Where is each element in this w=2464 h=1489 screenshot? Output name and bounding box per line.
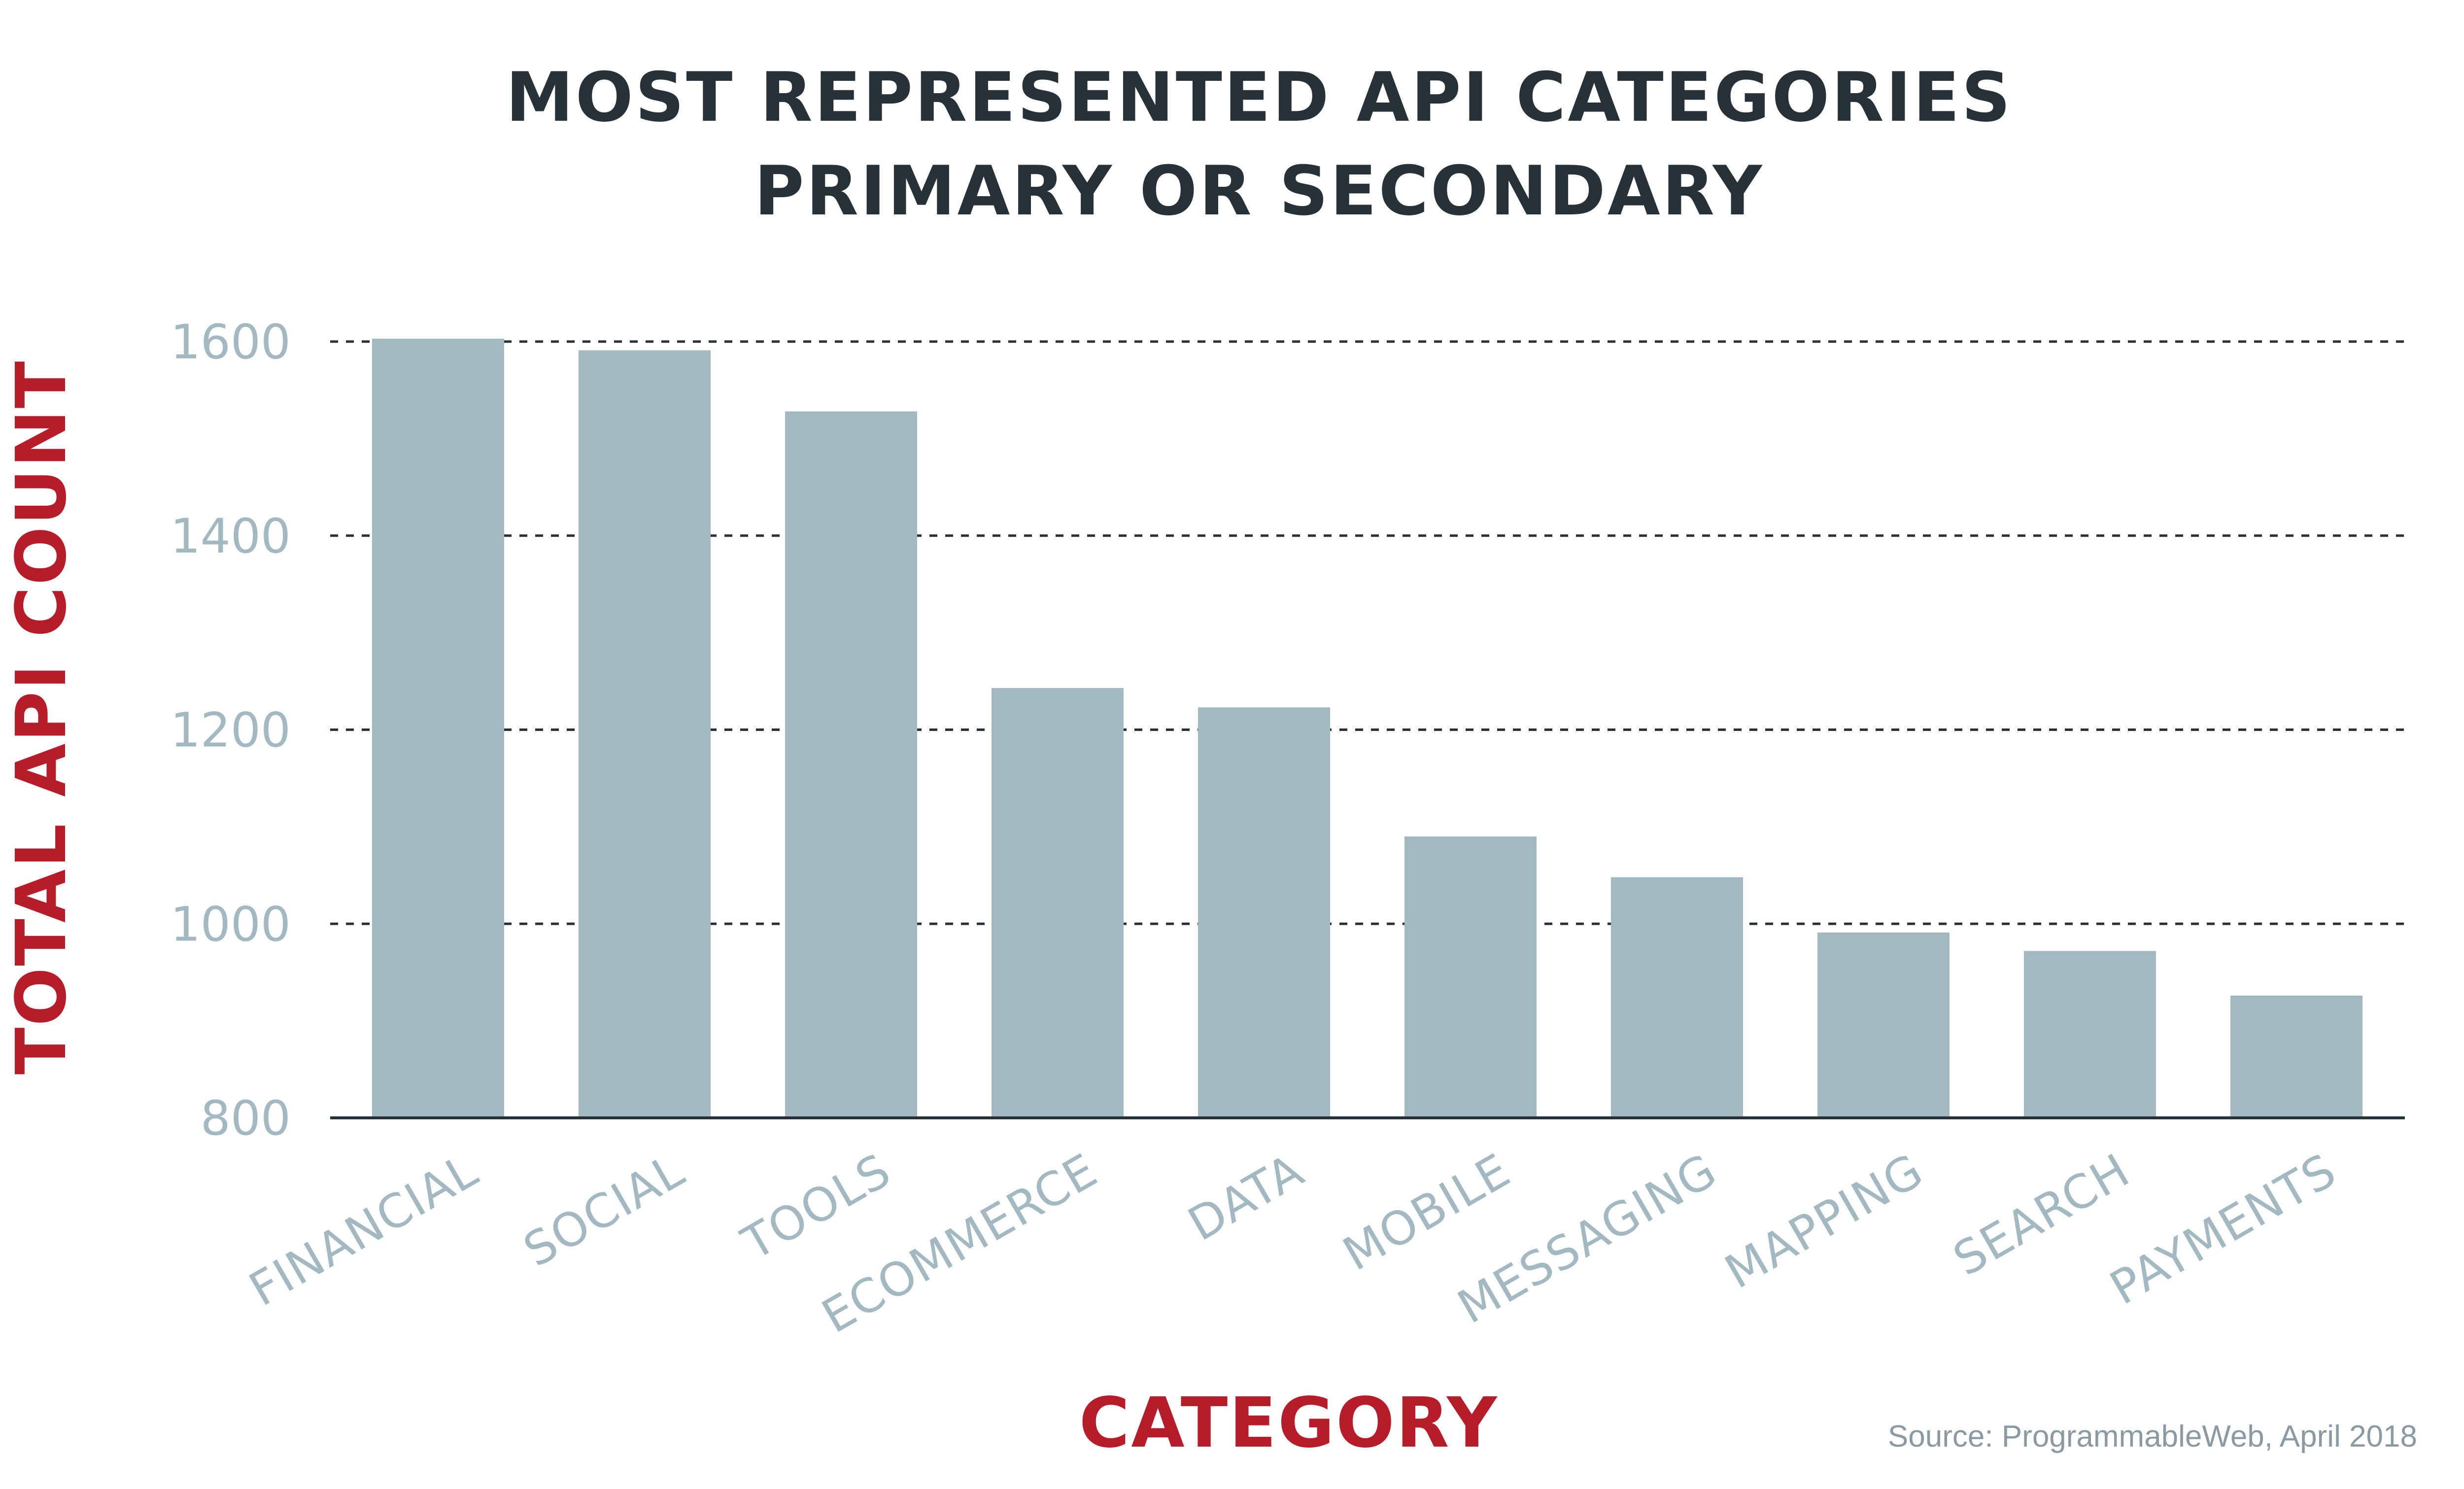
chart-subtitle: PRIMARY OR SECONDARY — [754, 151, 1764, 231]
y-tick-label-800: 800 — [201, 1091, 291, 1146]
chart-title: MOST REPRESENTED API CATEGORIES — [506, 58, 2013, 137]
bar-financial — [372, 339, 504, 1118]
category-label-social: SOCIAL — [515, 1143, 694, 1278]
bar-ecommerce — [992, 688, 1124, 1118]
bar-messaging — [1611, 877, 1743, 1118]
y-tick-label-1000: 1000 — [171, 897, 291, 952]
bar-tools — [785, 411, 917, 1118]
category-label-tools: TOOLS — [733, 1143, 900, 1271]
bar-data — [1198, 707, 1330, 1118]
y-tick-label-1600: 1600 — [171, 314, 291, 370]
bar-mobile — [1404, 836, 1537, 1118]
bar-mapping — [1817, 932, 1950, 1118]
bar-social — [579, 350, 711, 1118]
category-label-mobile: MOBILE — [1335, 1143, 1520, 1281]
category-label-data: DATA — [1179, 1143, 1313, 1251]
y-axis-title: TOTAL API COUNT — [1, 360, 82, 1074]
bar-payments — [2230, 995, 2362, 1118]
category-label-payments: PAYMENTS — [2101, 1143, 2345, 1316]
bars — [372, 339, 2362, 1118]
y-tick-label-1200: 1200 — [171, 703, 291, 758]
y-tick-labels: 800 1000 1200 1400 1600 — [171, 314, 291, 1146]
category-label-financial: FINANCIAL — [240, 1143, 487, 1317]
category-label-mapping: MAPPING — [1716, 1143, 1933, 1299]
bar-search — [2024, 951, 2156, 1118]
x-axis-title: CATEGORY — [1079, 1383, 1499, 1463]
y-tick-label-1400: 1400 — [171, 509, 291, 564]
source-note: Source: ProgrammableWeb, April 2018 — [1888, 1420, 2417, 1454]
